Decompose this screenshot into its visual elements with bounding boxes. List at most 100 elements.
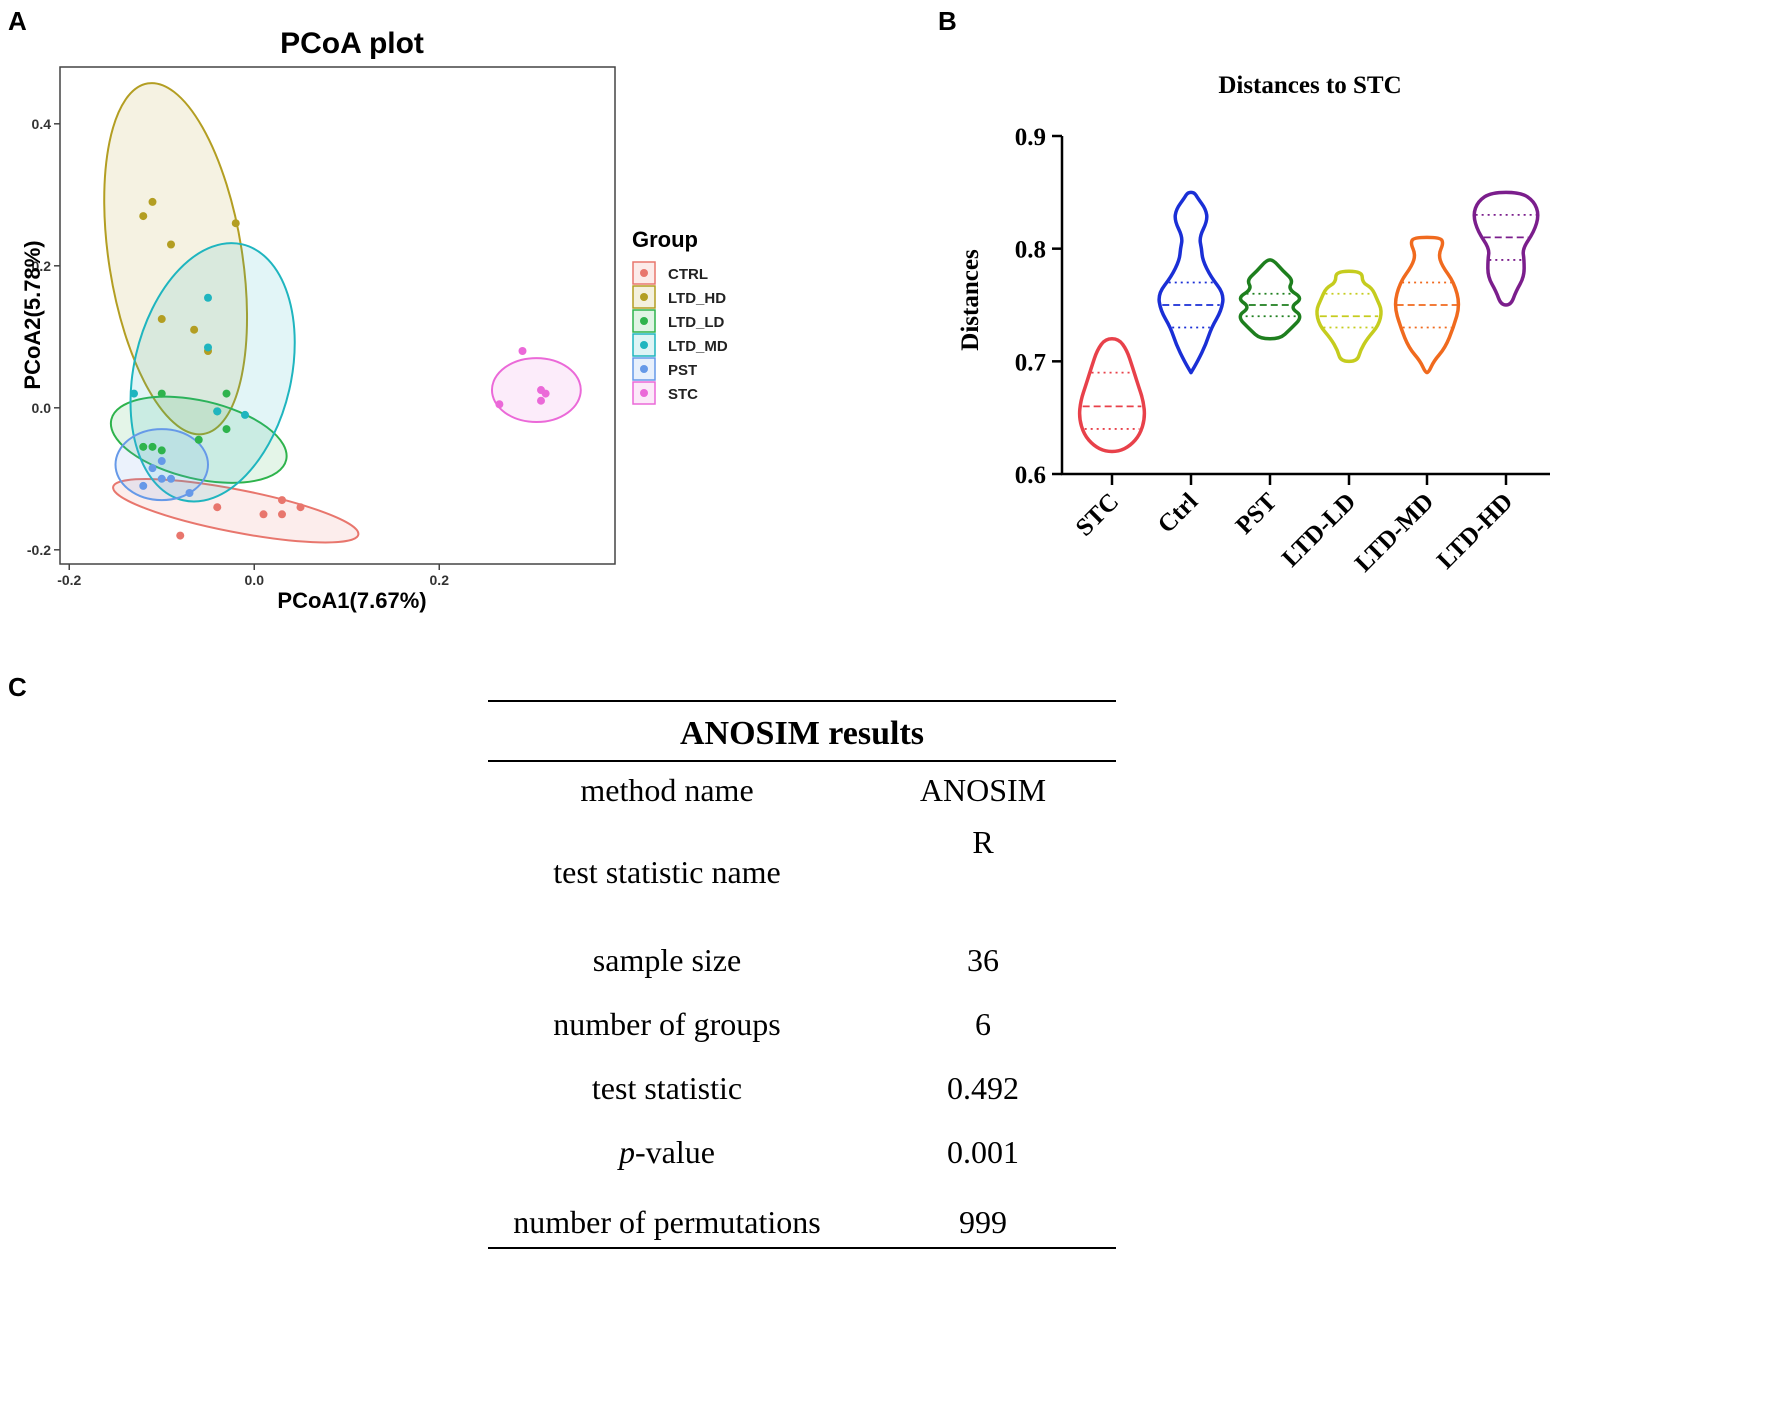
violin-pst (1238, 258, 1302, 341)
violin-ltd-ld (1315, 269, 1383, 364)
legend-marker (640, 269, 648, 277)
legend-label: PST (668, 362, 697, 379)
pcoa-plot: PCoA plot -0.2 0.0 0.2 -0.2 0.0 0.2 0.4 PCoA1… (20, 27, 728, 613)
x-tick-label: -0.2 (57, 572, 81, 588)
table-bottom-rule (488, 1247, 1116, 1249)
legend-marker (640, 317, 648, 325)
pcoa-y-axis-label: PCoA2(5.78%) (20, 240, 45, 389)
point-ltd-ld (222, 425, 231, 434)
table-row-value: ANOSIM (919, 772, 1047, 808)
x-tick-label: PST (1231, 488, 1283, 540)
table-row-label: test statistic name (553, 854, 781, 890)
point-ltd-ld (139, 442, 148, 451)
table-row-value: 0.001 (947, 1134, 1019, 1170)
x-tick-label: 0.2 (430, 572, 450, 588)
legend-title: Group (632, 227, 698, 252)
point-ctrl (259, 510, 268, 519)
table-row-value: 6 (975, 1006, 991, 1042)
pcoa-title: PCoA plot (280, 27, 424, 60)
x-tick-label: 0.0 (245, 572, 265, 588)
legend-marker (640, 365, 648, 373)
point-ltd-ld (148, 442, 157, 451)
violin-ltd-hd (1472, 190, 1540, 307)
point-ltd-md (204, 343, 212, 352)
table-row-label: number of groups (553, 1006, 781, 1042)
point-ltd-hd (190, 325, 199, 334)
table-header-rule (488, 760, 1116, 762)
y-tick-label: 0.9 (1015, 124, 1046, 151)
point-ltd-md (204, 293, 212, 302)
point-ltd-md (241, 410, 249, 419)
point-stc (495, 400, 504, 409)
y-tick-label: 0.7 (1015, 349, 1046, 376)
point-ltd-hd (231, 219, 240, 228)
point-pst (148, 464, 157, 473)
violin-ltd-md (1393, 235, 1461, 375)
point-ctrl (176, 531, 185, 540)
point-pst (167, 474, 175, 483)
ellipse-stc (490, 357, 582, 423)
legend-label: LTD_HD (668, 290, 726, 307)
ellipse-ltd-md (129, 242, 296, 503)
point-pst (157, 457, 166, 466)
point-stc (537, 396, 545, 405)
panel-a-label: A (8, 6, 27, 36)
point-ltd-hd (139, 212, 148, 221)
pcoa-x-axis-label: PCoA1(7.67%) (277, 588, 426, 613)
y-tick-label: 0.2 (32, 258, 52, 274)
point-pst (139, 481, 148, 490)
table-row-value: R (972, 824, 994, 860)
table-title: ANOSIM results (680, 715, 924, 752)
label-suffix: -value (635, 1134, 715, 1170)
table-row-label: method name (580, 772, 754, 808)
point-pst (157, 474, 166, 483)
point-ctrl (278, 496, 286, 505)
table-row-label: test statistic (591, 1070, 743, 1106)
ellipse-ctrl (112, 478, 360, 544)
legend-marker (640, 293, 648, 301)
point-ltd-hd (167, 240, 175, 249)
table-row-value: 0.492 (947, 1070, 1019, 1106)
p-symbol: p (619, 1134, 636, 1170)
panel-c-label: C (8, 672, 27, 702)
violin-y-axis-title: Distances (957, 249, 984, 351)
point-ltd-md (130, 389, 138, 398)
panel-b-label: B (938, 6, 957, 36)
point-ltd-hd (148, 197, 157, 206)
point-ctrl (213, 503, 222, 512)
point-ltd-md (213, 407, 222, 416)
y-tick-label: 0.8 (1015, 237, 1046, 264)
point-ltd-ld (157, 389, 166, 398)
legend-marker (640, 389, 648, 397)
x-tick-label: STC (1071, 488, 1124, 541)
x-tick-label: LTD-HD (1432, 488, 1518, 574)
y-tick-label: 0.4 (32, 116, 52, 132)
table-row-label: number of permutations (513, 1204, 821, 1240)
violin-plot: Distances to STC 0.6 0.7 0.8 0.9 STC Ctrl PST… (957, 72, 1550, 577)
point-ctrl (278, 510, 286, 519)
point-ltd-ld (222, 389, 231, 398)
legend-label: LTD_LD (668, 314, 725, 331)
point-ctrl (296, 503, 305, 512)
x-tick-label: Ctrl (1153, 488, 1204, 539)
point-stc (541, 389, 550, 398)
x-tick-label: LTD-LD (1277, 488, 1361, 572)
table-top-rule (488, 700, 1116, 702)
legend-label: CTRL (668, 266, 708, 283)
legend-marker (640, 341, 648, 349)
y-tick-label: -0.2 (27, 542, 51, 558)
table-row-value: 36 (967, 942, 999, 978)
violin-ctrl (1157, 190, 1225, 375)
x-tick-label: LTD-MD (1350, 488, 1439, 577)
y-tick-label: 0.0 (32, 400, 52, 416)
legend-label: LTD_MD (668, 338, 728, 355)
violin-stc (1077, 337, 1147, 454)
table-row-label: p-value (488, 1134, 846, 1171)
pcoa-legend: Group CTRL LTD_HD LTD_LD LTD_MD PST STC (632, 227, 728, 405)
point-ltd-ld (157, 446, 166, 455)
y-tick-label: 0.6 (1015, 462, 1046, 489)
legend-label: STC (668, 386, 698, 403)
point-ltd-hd (157, 315, 166, 324)
point-stc (518, 347, 527, 355)
